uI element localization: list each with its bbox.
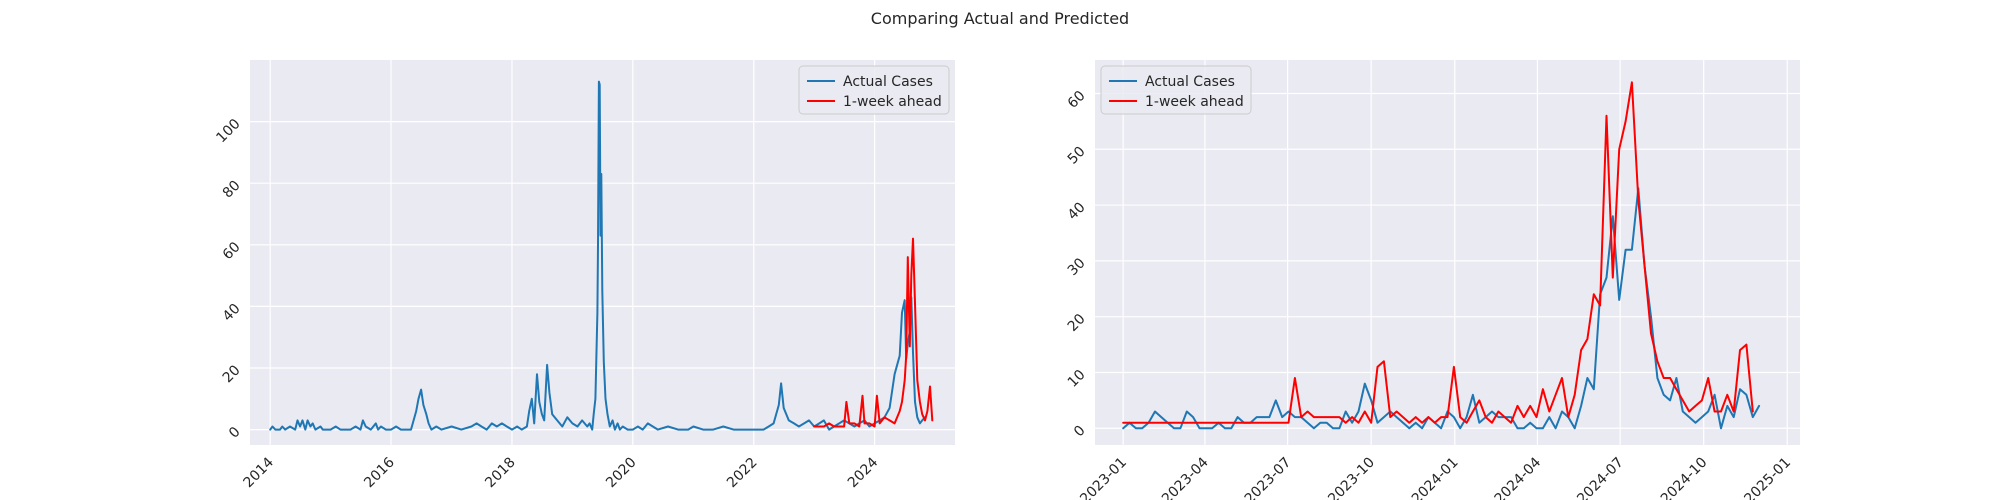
x-tick-label: 2023-10: [1325, 455, 1378, 500]
x-tick-label: 2023-04: [1159, 454, 1212, 500]
x-tick-label: 2023-07: [1242, 455, 1295, 500]
series-line-actual: [269, 80, 926, 431]
x-tick-label: 2024-01: [1409, 455, 1462, 500]
y-tick-label: 100: [213, 116, 243, 146]
x-tick-label: 2024-07: [1574, 455, 1627, 500]
y-tick-label: 20: [220, 362, 244, 386]
chart-left: 0 20 40 60 80 100 2014 2016 2018 2020 2022 2024 Actu…: [213, 60, 955, 491]
legend-box: [798, 65, 950, 115]
y-tick-label: 10: [1065, 367, 1089, 391]
plot-area: [1095, 60, 1800, 445]
series-line-predicted: [813, 237, 934, 428]
x-tick-label: 2025-01: [1741, 455, 1794, 500]
legend: Actual Cases 1-week ahead: [798, 65, 950, 115]
x-tick-label: 2018: [482, 455, 519, 492]
legend-label: 1-week ahead: [843, 94, 942, 110]
x-tick-label: 2024-04: [1492, 454, 1545, 500]
x-tick-label: 2014: [241, 454, 278, 491]
chart-right: 0 10 20 30 40 50 60 2023-01 2023-04 2023-07 2023-1…: [1065, 60, 1800, 500]
y-tick-label: 50: [1065, 144, 1089, 168]
y-tick-label: 40: [1065, 199, 1089, 223]
y-tick-label: 80: [220, 178, 244, 202]
x-tick-label: 2024: [845, 454, 882, 491]
x-tick-label: 2020: [603, 455, 640, 492]
y-tick-label: 0: [1071, 423, 1089, 441]
legend-box: [1100, 65, 1252, 115]
legend-label: Actual Cases: [1145, 74, 1235, 90]
x-tick-label: 2022: [724, 455, 761, 492]
legend-label: 1-week ahead: [1145, 94, 1244, 110]
legend-label: Actual Cases: [843, 74, 933, 90]
series-line-actual: [1122, 187, 1761, 430]
y-tick-label: 30: [1065, 255, 1089, 279]
figure-title: Comparing Actual and Predicted: [871, 9, 1129, 28]
x-tick-label: 2016: [361, 454, 398, 491]
y-tick-label: 60: [1065, 88, 1089, 112]
legend: Actual Cases 1-week ahead: [1100, 65, 1252, 115]
y-tick-label: 20: [1065, 311, 1089, 335]
y-tick-label: 40: [220, 301, 244, 325]
x-tick-label: 2024-10: [1658, 455, 1711, 500]
x-tick-label: 2023-01: [1077, 455, 1130, 500]
series-line-predicted: [1122, 81, 1754, 424]
y-tick-label: 0: [226, 424, 244, 442]
y-tick-label: 60: [220, 239, 244, 263]
